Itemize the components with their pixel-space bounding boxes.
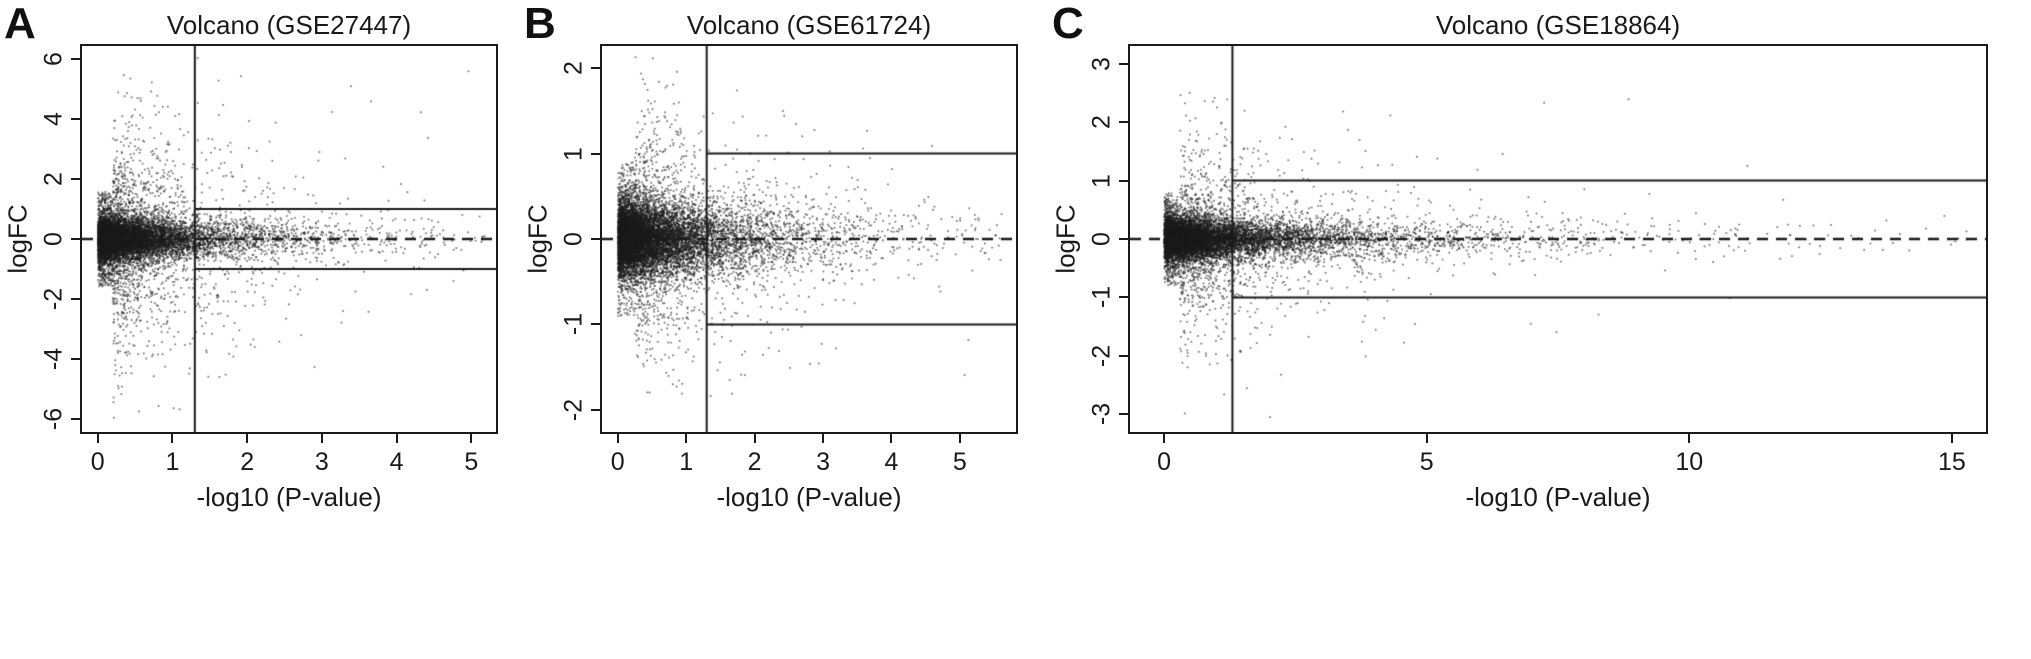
y-tick-mark xyxy=(1119,238,1128,240)
y-tick-label: -2 xyxy=(1087,344,1116,368)
x-tick-mark xyxy=(616,434,619,443)
x-tick-label: 0 xyxy=(1157,448,1172,476)
y-tick-mark xyxy=(71,178,80,181)
panel-letter: A xyxy=(4,0,36,48)
y-tick-mark xyxy=(591,238,600,240)
x-tick-label: 1 xyxy=(165,448,180,476)
plot-title: Volcano (GSE18864) xyxy=(1435,10,1681,40)
x-tick-label: 5 xyxy=(464,448,479,476)
y-tick-label: 0 xyxy=(1087,232,1116,246)
plot-area xyxy=(80,44,498,434)
y-tick-mark xyxy=(1119,179,1128,182)
y-tick-mark xyxy=(1119,62,1128,65)
y-tick-mark xyxy=(1119,413,1128,416)
panel-letter: B xyxy=(524,0,556,48)
x-tick-mark xyxy=(171,434,174,443)
y-tick-mark xyxy=(1119,121,1128,124)
y-tick-label: 3 xyxy=(1087,56,1116,71)
x-tick-mark xyxy=(822,434,825,443)
x-tick-mark xyxy=(470,434,473,443)
x-tick-mark xyxy=(1425,434,1428,443)
x-tick-mark xyxy=(958,434,961,443)
y-tick-label: -1 xyxy=(1087,286,1116,309)
scatter-canvas xyxy=(82,46,496,432)
x-axis-label: -log10 (P-value) xyxy=(1465,482,1651,512)
x-tick-label: 15 xyxy=(1937,448,1966,476)
y-tick-mark xyxy=(71,417,80,420)
x-tick-label: 3 xyxy=(816,448,830,476)
y-tick-mark xyxy=(1119,354,1128,357)
y-tick-mark xyxy=(591,67,600,70)
plot-area xyxy=(600,44,1018,434)
scatter-canvas xyxy=(1130,46,1986,432)
x-axis-label: -log10 (P-value) xyxy=(716,482,902,512)
x-tick-mark xyxy=(320,434,323,443)
y-tick-label: 1 xyxy=(1087,173,1116,188)
y-tick-mark xyxy=(591,408,600,411)
y-tick-mark xyxy=(71,297,80,300)
x-tick-label: 5 xyxy=(1419,448,1434,476)
y-tick-mark xyxy=(71,238,80,240)
x-tick-label: 5 xyxy=(952,448,967,476)
plot-title: Volcano (GSE27447) xyxy=(166,10,412,40)
x-axis-label: -log10 (P-value) xyxy=(196,482,382,512)
x-tick-mark xyxy=(685,434,688,443)
x-tick-mark xyxy=(1950,434,1953,443)
y-tick-mark xyxy=(71,357,80,360)
scatter-canvas xyxy=(602,46,1016,432)
x-tick-mark xyxy=(890,434,893,443)
y-tick-label: -3 xyxy=(1087,403,1116,426)
x-tick-label: 4 xyxy=(884,448,899,476)
y-tick-mark xyxy=(71,118,80,121)
x-tick-mark xyxy=(1688,434,1691,443)
x-tick-label: 10 xyxy=(1675,448,1704,476)
y-tick-mark xyxy=(591,152,600,155)
plot-area xyxy=(1128,44,1988,434)
plot-title: Volcano (GSE61724) xyxy=(686,10,932,40)
y-tick-mark xyxy=(1119,296,1128,299)
panel-letter: C xyxy=(1052,0,1084,48)
x-tick-label: 2 xyxy=(240,448,255,476)
x-tick-mark xyxy=(96,434,99,443)
x-tick-mark xyxy=(395,434,398,443)
y-tick-label: 2 xyxy=(1087,115,1116,129)
x-tick-label: 0 xyxy=(90,448,105,476)
x-tick-label: 0 xyxy=(610,448,625,476)
y-axis-label: logFC xyxy=(1050,204,1081,274)
x-tick-label: 2 xyxy=(747,448,762,476)
y-tick-mark xyxy=(591,323,600,326)
x-tick-label: 3 xyxy=(314,448,329,476)
x-tick-label: 4 xyxy=(389,448,404,476)
y-tick-mark xyxy=(71,58,80,61)
x-tick-mark xyxy=(753,434,756,443)
x-tick-label: 1 xyxy=(679,448,694,476)
x-tick-mark xyxy=(246,434,249,443)
x-tick-mark xyxy=(1163,434,1166,443)
